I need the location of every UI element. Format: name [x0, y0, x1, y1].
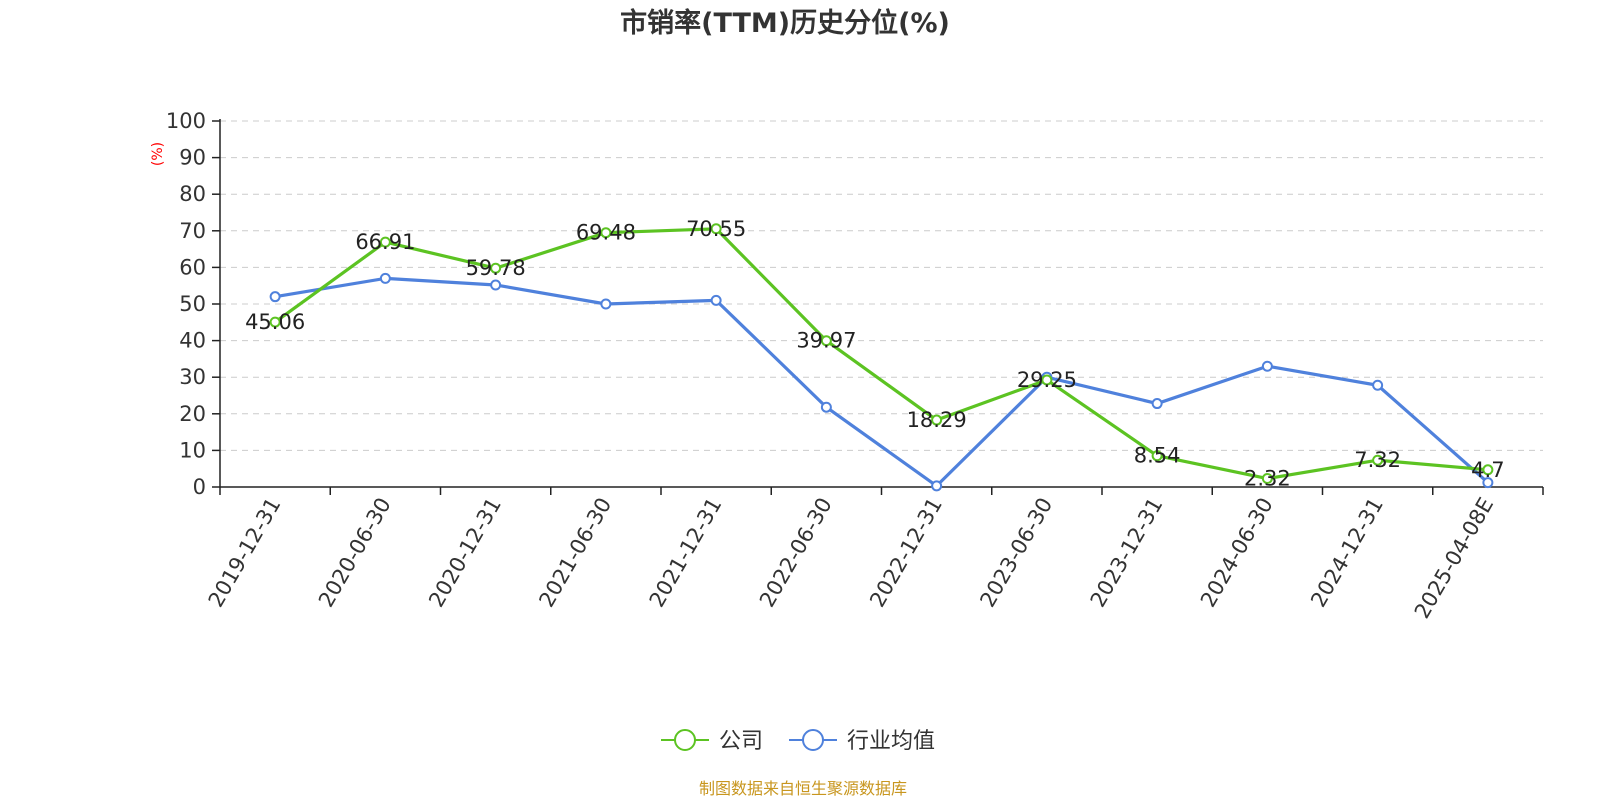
data-label-2020-12-31: 59.78 [466, 256, 526, 280]
y-tick-label-60: 60 [179, 255, 206, 279]
data-label-2019-12-31: 45.06 [245, 310, 305, 334]
legend-marker-industry-average [802, 729, 824, 751]
x-tick-label-2022-12-31: 2022-12-31 [865, 494, 947, 612]
y-tick-label-100: 100 [166, 109, 206, 133]
series-lines [269, 223, 1494, 492]
point-company-2024-12-31[interactable] [1372, 454, 1384, 466]
legend-marker-company [674, 729, 696, 751]
source-note: 制图数据来自恒生聚源数据库 [699, 779, 907, 798]
point-industry-average-2021-12-31[interactable] [710, 294, 722, 306]
point-industry-average-2022-06-30[interactable] [820, 401, 832, 413]
point-company-2019-12-31[interactable] [269, 316, 281, 328]
point-company-2023-06-30[interactable] [1041, 374, 1053, 386]
point-company-2020-06-30[interactable] [379, 236, 391, 248]
data-label-2024-06-30: 2.32 [1244, 467, 1291, 491]
x-tick-label-2023-06-30: 2023-06-30 [975, 494, 1057, 612]
x-tick-label-2021-06-30: 2021-06-30 [534, 494, 616, 612]
data-label-2020-06-30: 66.91 [355, 230, 415, 254]
legend-item-company[interactable]: 公司 [661, 729, 763, 754]
data-label-2025-04-08E: 4.7 [1471, 458, 1504, 482]
grid-lines [220, 120, 1543, 451]
x-tick-label-2020-06-30: 2020-06-30 [314, 494, 396, 612]
point-industry-average-2022-12-31[interactable] [931, 480, 943, 492]
y-tick-label-40: 40 [179, 329, 206, 353]
data-label-2022-12-31: 18.29 [907, 408, 967, 432]
point-company-2023-12-31[interactable] [1151, 450, 1163, 462]
point-company-2021-12-31[interactable] [710, 223, 722, 235]
y-tick-label-70: 70 [179, 219, 206, 243]
y-tick-label-10: 10 [179, 438, 206, 462]
y-axis-unit-label: (%) [150, 142, 166, 166]
data-label-2021-12-31: 70.55 [686, 217, 746, 241]
y-tick-label-0: 0 [193, 475, 206, 499]
legend: 公司 行业均值 [661, 729, 935, 754]
data-labels: 45.06 66.91 59.78 69.48 70.55 39.97 18.29 29.25… [245, 217, 1505, 491]
data-label-2021-06-30: 69.48 [576, 221, 636, 245]
series-line-industry-average [274, 276, 1489, 488]
y-tick-label-50: 50 [179, 292, 206, 316]
point-company-2022-06-30[interactable] [820, 335, 832, 347]
data-label-2022-06-30: 39.97 [796, 329, 856, 353]
point-industry-average-2025-04-08E[interactable] [1482, 477, 1494, 489]
y-tick-label-80: 80 [179, 182, 206, 206]
point-industry-average-2020-12-31[interactable] [490, 279, 502, 291]
point-company-2024-06-30[interactable] [1261, 473, 1273, 485]
point-company-2022-12-31[interactable] [931, 414, 943, 426]
x-tick-label-2024-12-31: 2024-12-31 [1306, 494, 1388, 612]
chart-title: 市销率(TTM)历史分位(%) [620, 7, 950, 39]
x-tick-label-2022-06-30: 2022-06-30 [755, 494, 837, 612]
point-industry-average-2019-12-31[interactable] [269, 291, 281, 303]
point-industry-average-2024-06-30[interactable] [1261, 360, 1273, 372]
point-company-2025-04-08E[interactable] [1482, 464, 1494, 476]
legend-label-industry-average: 行业均值 [847, 729, 935, 754]
y-tick-label-20: 20 [179, 402, 206, 426]
x-tick-label-2023-12-31: 2023-12-31 [1086, 494, 1168, 612]
point-industry-average-2021-06-30[interactable] [600, 298, 612, 310]
legend-item-industry-average[interactable]: 行业均值 [789, 729, 935, 754]
legend-label-company: 公司 [719, 729, 763, 754]
data-label-2024-12-31: 7.32 [1354, 448, 1401, 472]
x-tick-label-2021-12-31: 2021-12-31 [645, 494, 727, 612]
x-tick-label-2020-12-31: 2020-12-31 [424, 494, 506, 612]
point-industry-average-2024-12-31[interactable] [1372, 379, 1384, 391]
x-tick-label-2019-12-31: 2019-12-31 [204, 494, 286, 612]
series-line-company [274, 227, 1489, 481]
y-tick-label-30: 30 [179, 365, 206, 389]
data-label-2023-06-30: 29.25 [1017, 368, 1077, 392]
point-company-2021-06-30[interactable] [600, 227, 612, 239]
x-tick-label-2025-04-08E: 2025-04-08E [1410, 494, 1498, 623]
point-company-2020-12-31[interactable] [490, 262, 502, 274]
y-tick-label-90: 90 [179, 146, 206, 170]
point-industry-average-2020-06-30[interactable] [379, 272, 391, 284]
data-label-2023-12-31: 8.54 [1134, 444, 1181, 468]
axes: 0 10 20 30 40 50 60 70 80 90 100 2019-12-31 2020-06-… [166, 109, 1544, 623]
point-industry-average-2023-12-31[interactable] [1151, 398, 1163, 410]
x-tick-label-2024-06-30: 2024-06-30 [1196, 494, 1278, 612]
